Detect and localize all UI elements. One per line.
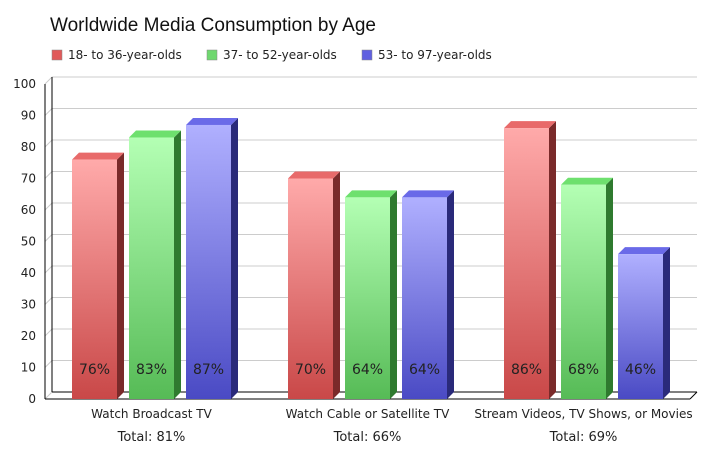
bar-side [447, 190, 454, 399]
category-total-label: Total: 81% [117, 430, 186, 445]
bar-value-label: 68% [568, 362, 599, 378]
bar-value-label: 83% [136, 362, 167, 378]
bar [561, 184, 606, 399]
bar-top [72, 152, 124, 160]
bar-top [288, 171, 340, 179]
category-total-label: Total: 69% [549, 430, 618, 445]
bar-value-label: 86% [511, 362, 542, 378]
gridline-side [44, 202, 53, 211]
y-tick-label: 70 [21, 172, 36, 186]
bar-side [333, 171, 340, 399]
gridline-side [44, 76, 53, 85]
y-tick-label: 10 [21, 361, 36, 375]
gridline-side [44, 328, 53, 337]
bar [618, 254, 663, 399]
y-tick-label: 20 [21, 329, 36, 343]
x-category-label: Stream Videos, TV Shows, or Movies [474, 407, 692, 421]
floor-right-edge [689, 391, 698, 400]
y-tick-label: 40 [21, 266, 36, 280]
x-category-label: Watch Cable or Satellite TV [286, 407, 450, 421]
legend-swatch [361, 49, 373, 61]
legend-swatch [206, 49, 218, 61]
y-tick-label: 50 [21, 235, 36, 249]
legend-label: 18- to 36-year-olds [68, 48, 182, 62]
y-tick-label: 60 [21, 203, 36, 217]
bar-top [402, 190, 454, 198]
bar-value-label: 70% [295, 362, 326, 378]
bar [72, 159, 117, 399]
bar-top [618, 247, 670, 255]
bar-value-label: 76% [79, 362, 110, 378]
bar-side [174, 130, 181, 400]
bar [345, 197, 390, 399]
chart-title: Worldwide Media Consumption by Age [50, 15, 376, 36]
bar [504, 128, 549, 399]
legend: 18- to 36-year-olds 37- to 52-year-olds 53… [51, 48, 492, 62]
bar-top [129, 130, 181, 138]
bar-value-label: 64% [409, 362, 440, 378]
bar-side [549, 121, 556, 399]
bar-top [345, 190, 397, 198]
y-tick-label: 0 [28, 392, 36, 406]
legend-label: 37- to 52-year-olds [223, 48, 337, 62]
gridline-side [44, 139, 53, 148]
bar [288, 178, 333, 399]
y-tick-label: 100 [13, 77, 36, 91]
y-tick-label: 80 [21, 140, 36, 154]
bar-side [117, 152, 124, 399]
gridline-side [44, 297, 53, 305]
x-category-label: Watch Broadcast TV [91, 407, 212, 421]
bar-side [231, 117, 238, 399]
y-tick-label: 30 [21, 298, 36, 312]
y-tick-label: 90 [21, 109, 36, 123]
bar-top [186, 117, 238, 125]
bar-value-label: 87% [193, 362, 224, 378]
gridline-side [44, 108, 53, 116]
x-axis-labels: Watch Broadcast TV Total: 81% Watch Cable … [91, 407, 692, 445]
category-total-label: Total: 66% [333, 430, 402, 445]
bar [186, 124, 231, 399]
bar-top [561, 177, 613, 185]
bar-side [663, 247, 670, 399]
bar-side [390, 190, 397, 399]
bar-value-label: 64% [352, 362, 383, 378]
gridline-side [44, 171, 53, 179]
gridline-side [44, 265, 53, 274]
bar [402, 197, 447, 399]
gridline-side [44, 234, 53, 242]
bar [129, 137, 174, 400]
bars: 76% 83% 87% 70% 64% 64% 86% 68% 46% [72, 117, 670, 400]
gridline-side [44, 391, 53, 400]
bar-top [504, 121, 556, 129]
bar-value-label: 46% [625, 362, 656, 378]
bar-side [606, 177, 613, 399]
gridline-side [44, 360, 53, 368]
legend-label: 53- to 97-year-olds [378, 48, 492, 62]
legend-swatch [51, 49, 63, 61]
